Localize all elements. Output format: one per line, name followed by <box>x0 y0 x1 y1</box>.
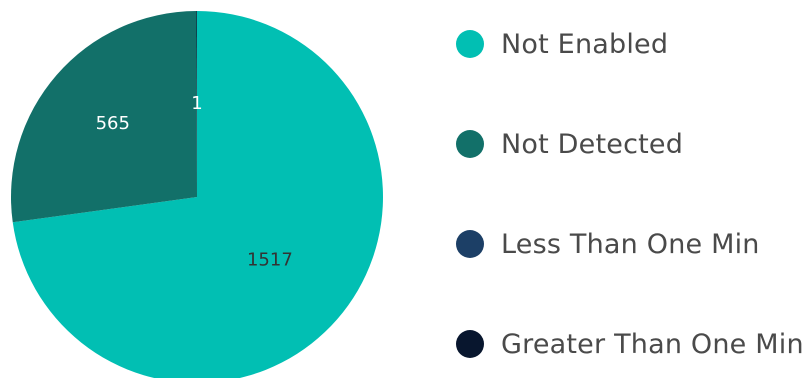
legend-label: Greater Than One Min <box>501 328 804 360</box>
pie-slice-not-detected[interactable] <box>10 11 198 223</box>
legend-swatch <box>456 330 484 358</box>
legend-label: Less Than One Min <box>501 228 760 260</box>
legend-label: Not Detected <box>501 128 684 160</box>
legend-item-not-enabled[interactable]: Not Enabled <box>456 16 804 72</box>
legend-item-not-detected[interactable]: Not Detected <box>456 116 804 172</box>
pie-data-labels: 1517 565 1 <box>96 93 293 271</box>
data-label-not-enabled: 1517 <box>247 250 293 271</box>
legend-swatch <box>456 130 484 158</box>
legend-swatch <box>456 30 484 58</box>
legend-label: Not Enabled <box>501 28 669 60</box>
pie-slice-not-enabled[interactable] <box>12 11 383 378</box>
legend: Not Enabled Not Detected Less Than One M… <box>456 16 804 372</box>
legend-item-less-than-one-min[interactable]: Less Than One Min <box>456 216 804 272</box>
legend-item-greater-than-one-min[interactable]: Greater Than One Min <box>456 316 804 372</box>
pie-slice-greater-than-one-min[interactable] <box>196 11 197 197</box>
pie-slices <box>10 11 383 378</box>
data-label-not-detected: 565 <box>96 113 130 134</box>
legend-swatch <box>456 230 484 258</box>
data-label-greater-than-one-min: 1 <box>191 93 202 114</box>
pie-chart: 1517 565 1 <box>10 11 383 378</box>
